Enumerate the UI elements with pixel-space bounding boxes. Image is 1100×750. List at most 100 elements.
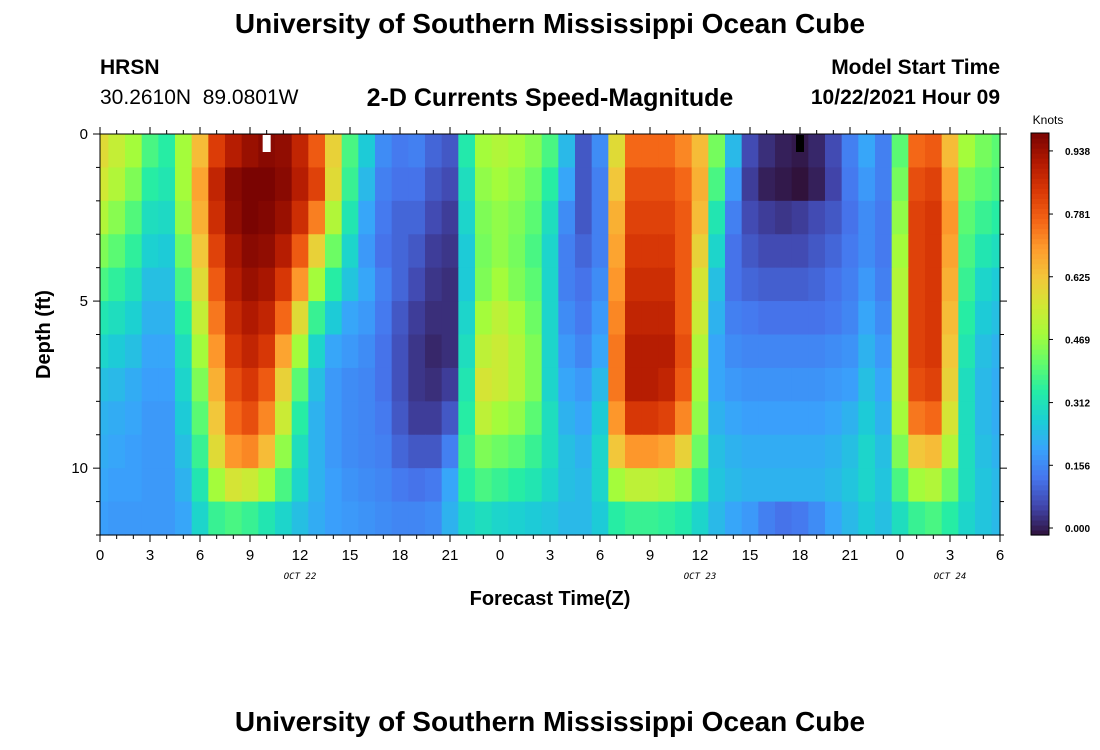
heatmap-cell: [591, 301, 609, 336]
heatmap-cell: [791, 434, 809, 469]
heatmap-cell: [791, 468, 809, 503]
heatmap-cell: [725, 301, 743, 336]
heatmap-cell: [425, 501, 443, 536]
heatmap-cell: [591, 334, 609, 369]
heatmap-cell: [708, 301, 726, 336]
heatmap-cell: [775, 367, 793, 402]
heatmap-cell: [225, 468, 243, 503]
heatmap-cell: [325, 167, 343, 202]
heatmap-cell: [358, 301, 376, 336]
heatmap-cell: [975, 167, 993, 202]
heatmap-cell: [691, 200, 709, 235]
heatmap-cell: [591, 401, 609, 436]
colorbar-segment: [1031, 489, 1049, 496]
heatmap-cell: [825, 367, 843, 402]
heatmap-cell: [658, 301, 676, 336]
heatmap-cell: [325, 334, 343, 369]
heatmap-cell: [341, 234, 359, 269]
heatmap-cell: [191, 301, 209, 336]
heatmap-cell: [308, 401, 326, 436]
heatmap-cell: [108, 501, 126, 536]
heatmap-cell: [491, 200, 509, 235]
heatmap-cell: [141, 334, 159, 369]
heatmap-cell: [475, 334, 493, 369]
heatmap-cell: [608, 301, 626, 336]
heatmap-cell: [541, 334, 559, 369]
heatmap-cell: [458, 167, 476, 202]
heatmap-cell: [508, 468, 526, 503]
heatmap-cell: [858, 301, 876, 336]
heatmap-cell: [741, 468, 759, 503]
heatmap-cell: [225, 367, 243, 402]
heatmap-cell: [975, 401, 993, 436]
heatmap-cell: [591, 367, 609, 402]
heatmap-cell: [825, 434, 843, 469]
heatmap-cell: [808, 434, 826, 469]
colorbar-segment: [1031, 504, 1049, 511]
heatmap-cell: [175, 200, 193, 235]
heatmap-cell: [108, 301, 126, 336]
heatmap-cell: [691, 167, 709, 202]
heatmap-cell: [175, 134, 193, 169]
heatmap-cell: [158, 167, 176, 202]
heatmap-cell: [708, 167, 726, 202]
heatmap-cell: [208, 367, 226, 402]
heatmap-cell: [741, 301, 759, 336]
heatmap-cell: [100, 234, 109, 269]
heatmap-cell: [508, 267, 526, 302]
heatmap-cell: [100, 167, 109, 202]
heatmap-cell: [575, 434, 593, 469]
heatmap-cell: [908, 334, 926, 369]
heatmap-cell: [641, 334, 659, 369]
heatmap-cell: [608, 200, 626, 235]
heatmap-cell: [958, 234, 976, 269]
heatmap-cell: [591, 134, 609, 169]
heatmap-cell: [441, 301, 459, 336]
heatmap-cell: [391, 434, 409, 469]
heatmap-cell: [975, 301, 993, 336]
colorbar-segment: [1031, 158, 1049, 164]
heatmap-cell: [208, 134, 226, 169]
heatmap-cell: [791, 334, 809, 369]
heatmap-cell: [175, 167, 193, 202]
heatmap-cell: [608, 167, 626, 202]
heatmap-cell: [475, 200, 493, 235]
heatmap-cell: [641, 501, 659, 536]
heatmap-cell: [891, 200, 909, 235]
colorbar-segment: [1031, 288, 1049, 295]
colorbar-segment: [1031, 263, 1049, 270]
heatmap-cell: [525, 434, 543, 469]
heatmap-cell: [325, 401, 343, 436]
heatmap-cell: [925, 200, 943, 235]
heatmap-cell: [158, 267, 176, 302]
heatmap-cell: [975, 468, 993, 503]
heatmap-cell: [108, 267, 126, 302]
heatmap-cell: [975, 134, 993, 169]
colorbar-segment: [1031, 424, 1049, 431]
colorbar-segment: [1031, 454, 1049, 461]
heatmap-cell: [891, 501, 909, 536]
heatmap-cell: [441, 501, 459, 536]
heatmap-cell: [458, 234, 476, 269]
heatmap-cell: [208, 334, 226, 369]
heatmap-cell: [908, 434, 926, 469]
heatmap-cell: [608, 434, 626, 469]
heatmap-cell: [158, 367, 176, 402]
heatmap-cell: [541, 401, 559, 436]
heatmap-cell: [191, 401, 209, 436]
colorbar-segment: [1031, 223, 1049, 230]
heatmap-cell: [841, 434, 859, 469]
heatmap-cell: [100, 134, 109, 169]
heatmap-cell: [291, 167, 309, 202]
heatmap-cell: [258, 234, 276, 269]
heatmap-cell: [141, 200, 159, 235]
heatmap-cell: [958, 367, 976, 402]
heatmap-cell: [858, 200, 876, 235]
colorbar-segment: [1031, 173, 1049, 179]
heatmap-cell: [275, 167, 293, 202]
heatmap-cell: [825, 134, 843, 169]
heatmap-cell: [408, 200, 426, 235]
heatmap-cell: [525, 167, 543, 202]
heatmap-cell: [408, 468, 426, 503]
heatmap-cell: [458, 200, 476, 235]
